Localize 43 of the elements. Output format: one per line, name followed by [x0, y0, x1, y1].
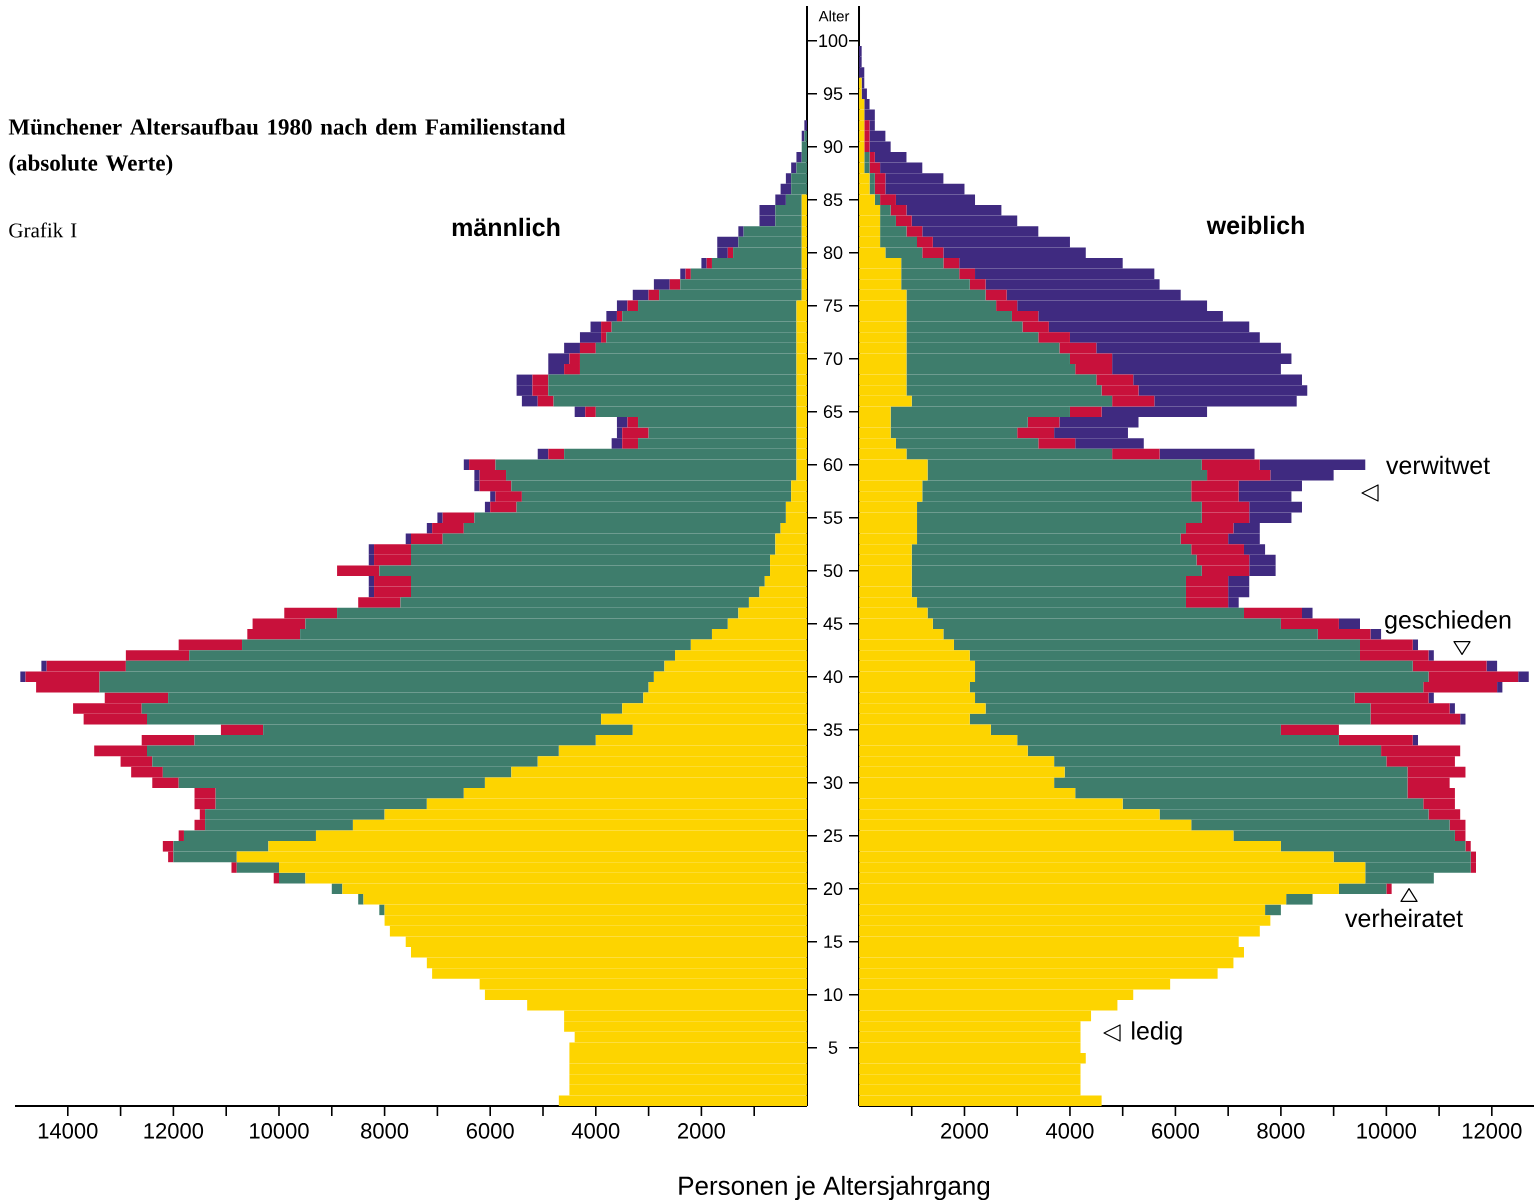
y-tick-label: 80: [823, 246, 843, 260]
y-tick-label: 30: [823, 776, 843, 790]
y-tick-label: 95: [823, 87, 843, 101]
x-axis-title: Personen je Altersjahrgang: [679, 1175, 990, 1201]
series-label: geschieden: [1385, 610, 1511, 634]
text: weiblich: [1206, 215, 1304, 235]
y-tick-label: 5: [828, 1041, 838, 1054]
x-tick-label: 10000: [250, 1123, 309, 1139]
x-tick-label: 12000: [1462, 1123, 1522, 1139]
y-tick-label: 65: [823, 405, 843, 419]
x-tick-label: 4000: [1045, 1123, 1094, 1139]
y-tick-label: 50: [823, 564, 843, 578]
annotation: Grafik I: [9, 222, 77, 238]
y-tick-label: 85: [823, 193, 843, 207]
y-tick-label: 35: [823, 723, 843, 737]
y-tick-label: 75: [823, 299, 843, 312]
y-tick-label: 20: [823, 882, 843, 896]
x-tick-label: 6000: [1152, 1123, 1199, 1139]
y-tick-label: 45: [823, 617, 843, 630]
text: männlich: [452, 217, 560, 237]
y-tick-label: 25: [823, 829, 843, 843]
x-tick-label: 14000: [38, 1123, 98, 1139]
y-tick-label: 40: [823, 670, 843, 684]
x-tick-label: 4000: [571, 1123, 620, 1139]
y-tick-label: 70: [823, 352, 843, 366]
series-label: ledig: [1132, 1021, 1182, 1045]
x-tick-label: 8000: [361, 1123, 409, 1139]
y-tick-label: 15: [824, 935, 843, 948]
y-tick-label: 100: [819, 34, 848, 48]
y-tick-label: 90: [823, 140, 843, 154]
y-tick-label: 10: [824, 988, 843, 1002]
y-tick-label: 55: [823, 511, 843, 524]
y-tick-label: 60: [823, 458, 843, 472]
x-tick-label: 2000: [941, 1123, 989, 1139]
annotation: Münchener Altersaufbau 1980 nach dem Familienstand (absolute Werte): [8, 118, 566, 176]
series-label: verheiratet: [1345, 908, 1463, 928]
x-tick-label: 12000: [144, 1123, 204, 1139]
x-tick-label: 8000: [1257, 1123, 1305, 1139]
y-axis-title: Alter: [818, 10, 850, 22]
x-tick-label: 6000: [466, 1123, 514, 1139]
x-tick-label: 10000: [1357, 1123, 1417, 1139]
series-label: verwitwet: [1386, 455, 1490, 475]
x-tick-label: 2000: [678, 1123, 725, 1139]
